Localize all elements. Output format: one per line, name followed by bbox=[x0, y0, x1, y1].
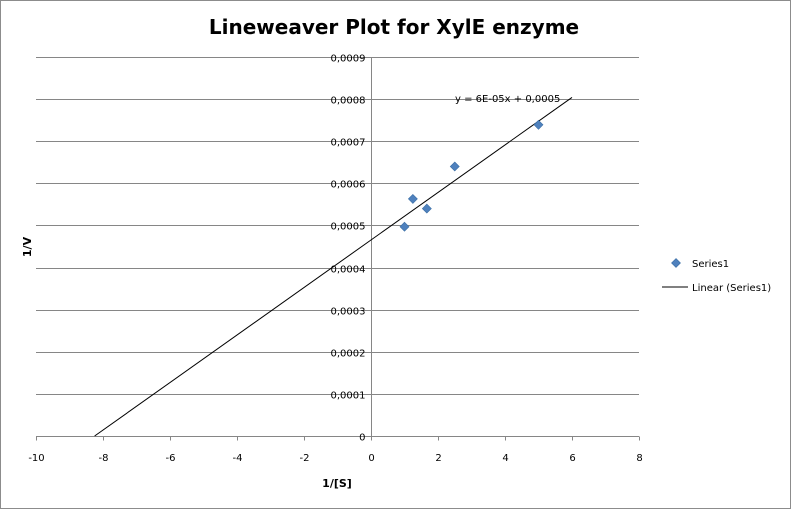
y-tick-label: 0,0005 bbox=[331, 222, 366, 233]
x-tick-label: 4 bbox=[502, 453, 508, 464]
x-axis-title: 1/[S] bbox=[322, 477, 352, 490]
x-tick-label: -2 bbox=[300, 453, 310, 464]
y-tick-label: 0,0002 bbox=[331, 349, 366, 360]
x-tick-label: -8 bbox=[99, 453, 109, 464]
y-tick-label: 0,0009 bbox=[331, 54, 366, 65]
y-tick-label: 0 bbox=[359, 433, 365, 444]
legend-marker-series1 bbox=[671, 258, 681, 268]
x-tick-label: 0 bbox=[368, 453, 374, 464]
trendline-layer bbox=[94, 97, 573, 437]
trendline bbox=[94, 97, 573, 437]
data-point bbox=[533, 119, 544, 130]
chart-title: Lineweaver Plot for XylE enzyme bbox=[209, 15, 579, 39]
legend-label-trendline: Linear (Series1) bbox=[692, 283, 771, 294]
trendline-equation: y = 6E-05x + 0,0005 bbox=[455, 94, 560, 105]
data-point bbox=[407, 193, 418, 204]
data-point bbox=[399, 221, 410, 232]
y-tick-label: 0,0001 bbox=[331, 391, 366, 402]
x-tick-label: 8 bbox=[636, 453, 642, 464]
x-tick-label: -6 bbox=[166, 453, 176, 464]
y-tick-label: 0,0004 bbox=[331, 265, 366, 276]
data-point bbox=[421, 203, 432, 214]
x-tick-label: 6 bbox=[569, 453, 575, 464]
legend-label-series1: Series1 bbox=[692, 259, 729, 270]
axes bbox=[36, 57, 640, 441]
x-tick-labels: -10 -8 -6 -4 -2 0 2 4 6 8 bbox=[28, 453, 642, 464]
x-tick-label: -10 bbox=[28, 453, 44, 464]
x-tick-label: 2 bbox=[435, 453, 441, 464]
y-axis-title: 1/V bbox=[21, 236, 34, 257]
y-tick-label: 0,0008 bbox=[331, 96, 366, 107]
y-tick-label: 0,0006 bbox=[331, 180, 366, 191]
y-tick-labels: 0 0,0001 0,0002 0,0003 0,0004 0,0005 0,0006 0,0… bbox=[331, 54, 366, 444]
y-tick-label: 0,0003 bbox=[331, 307, 366, 318]
data-point bbox=[449, 161, 460, 172]
gridlines bbox=[36, 57, 639, 395]
legend: Series1 Linear (Series1) bbox=[662, 258, 771, 294]
x-tick-label: -4 bbox=[233, 453, 243, 464]
data-points bbox=[399, 119, 544, 232]
y-tick-label: 0,0007 bbox=[331, 138, 366, 149]
